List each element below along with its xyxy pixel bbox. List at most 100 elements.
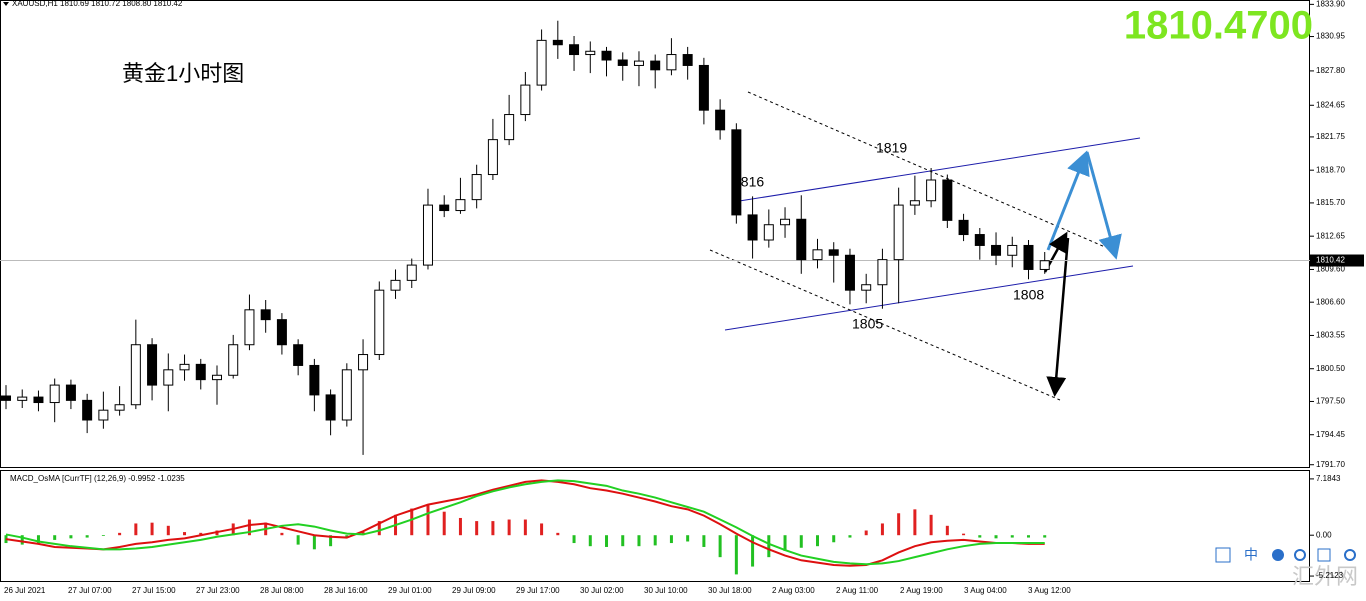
histogram-bar <box>897 513 901 536</box>
y-tick-label: 0.00 <box>1316 530 1332 539</box>
candle-body <box>487 139 498 176</box>
histogram-bar <box>442 511 446 536</box>
candle-body <box>276 319 287 346</box>
y-tick-label: 1821.75 <box>1316 132 1345 141</box>
histogram-bar <box>329 535 333 547</box>
candle-body <box>309 364 320 396</box>
x-tick-label: 27 Jul 23:00 <box>196 586 240 595</box>
candle-body <box>147 344 158 386</box>
candle-body <box>617 59 628 66</box>
x-tick-label: 28 Jul 16:00 <box>324 586 368 595</box>
histogram-bar <box>1043 535 1047 538</box>
candle-body <box>633 60 644 66</box>
y-tick-label: 1791.70 <box>1316 460 1345 469</box>
toolbar-icon[interactable] <box>1344 549 1356 561</box>
histogram-bar <box>36 535 40 544</box>
candle-body <box>195 363 206 381</box>
y-tick-label: 1797.50 <box>1316 397 1345 406</box>
y-tick-label: 1809.60 <box>1316 265 1345 274</box>
chart-subtitle: 黄金1小时图 <box>122 61 244 86</box>
histogram-bar <box>588 535 592 547</box>
histogram-bar <box>540 523 544 536</box>
y-tick-label: 1830.95 <box>1316 32 1345 41</box>
histogram-bar <box>686 535 690 542</box>
toolbar-label[interactable]: 中 <box>1244 547 1258 563</box>
histogram-bar <box>312 535 316 550</box>
histogram-bar <box>247 519 251 536</box>
candle-body <box>909 200 920 206</box>
histogram-bar <box>69 535 73 539</box>
x-tick-label: 29 Jul 09:00 <box>452 586 496 595</box>
candle-body <box>942 179 953 221</box>
toolbar-icon[interactable] <box>1272 549 1284 561</box>
watermark: 汇外网 <box>1292 564 1358 589</box>
candle-body <box>439 204 450 212</box>
histogram-bar <box>377 521 381 536</box>
histogram-bar <box>913 509 917 536</box>
histogram-bar <box>702 535 706 547</box>
x-tick-label: 3 Aug 12:00 <box>1028 586 1071 595</box>
histogram-bar <box>150 522 154 536</box>
candle-body <box>552 39 563 46</box>
candle-body <box>991 244 1002 256</box>
histogram-bar <box>718 535 722 558</box>
x-tick-label: 27 Jul 15:00 <box>132 586 176 595</box>
candle-body <box>228 344 239 376</box>
candle-body <box>293 344 304 366</box>
histogram-bar <box>962 533 966 536</box>
candle-body <box>211 374 222 381</box>
histogram-bar <box>53 535 57 540</box>
candle-body <box>17 396 28 401</box>
macd-title: MACD_OsMA [CurrTF] (12,26,9) -0.9952 -1.… <box>10 474 185 483</box>
candle-body <box>471 174 482 201</box>
histogram-bar <box>101 535 105 536</box>
candle-body <box>422 204 433 266</box>
annotation: 1808 <box>1013 287 1044 303</box>
toolbar-icon[interactable] <box>1317 548 1331 562</box>
histogram-bar <box>669 535 673 544</box>
x-tick-label: 2 Aug 03:00 <box>772 586 815 595</box>
y-tick-label: 1794.45 <box>1316 430 1345 439</box>
histogram-bar <box>978 535 982 538</box>
candle-body <box>163 369 174 386</box>
candle-body <box>325 394 336 421</box>
histogram-bar <box>20 535 24 545</box>
candle-body <box>1007 244 1018 256</box>
candle-body <box>1 395 11 401</box>
histogram-bar <box>572 535 576 544</box>
candle-body <box>82 399 93 421</box>
candle-body <box>747 214 758 241</box>
x-tick-label: 3 Aug 04:00 <box>964 586 1007 595</box>
candle-body <box>536 39 547 86</box>
toolbar-icon[interactable] <box>1215 547 1231 563</box>
candle-body <box>715 109 726 131</box>
candle-body <box>114 404 125 411</box>
histogram-bar <box>637 535 641 547</box>
x-tick-label: 28 Jul 08:00 <box>260 586 304 595</box>
x-tick-label: 2 Aug 19:00 <box>900 586 943 595</box>
candle-body <box>358 354 369 371</box>
histogram-bar <box>751 535 755 567</box>
x-tick-label: 30 Jul 18:00 <box>708 586 752 595</box>
histogram-bar <box>475 521 479 536</box>
histogram-bar <box>783 535 787 551</box>
candle-body <box>65 384 76 401</box>
histogram-bar <box>183 532 187 536</box>
histogram-bar <box>166 525 170 536</box>
histogram-bar <box>85 535 89 538</box>
candle-body <box>244 309 255 346</box>
candle-body <box>958 219 969 236</box>
x-tick-label: 29 Jul 17:00 <box>516 586 560 595</box>
histogram-bar <box>832 535 836 543</box>
toolbar-icon[interactable] <box>1294 549 1306 561</box>
x-tick-label: 30 Jul 10:00 <box>644 586 688 595</box>
channel-upper <box>732 137 1141 203</box>
histogram-bar <box>864 530 868 536</box>
histogram-bar <box>458 517 462 536</box>
price-frame <box>0 0 1310 468</box>
candle-body <box>130 344 141 406</box>
histogram-bar <box>410 508 414 536</box>
histogram-bar <box>280 532 284 536</box>
